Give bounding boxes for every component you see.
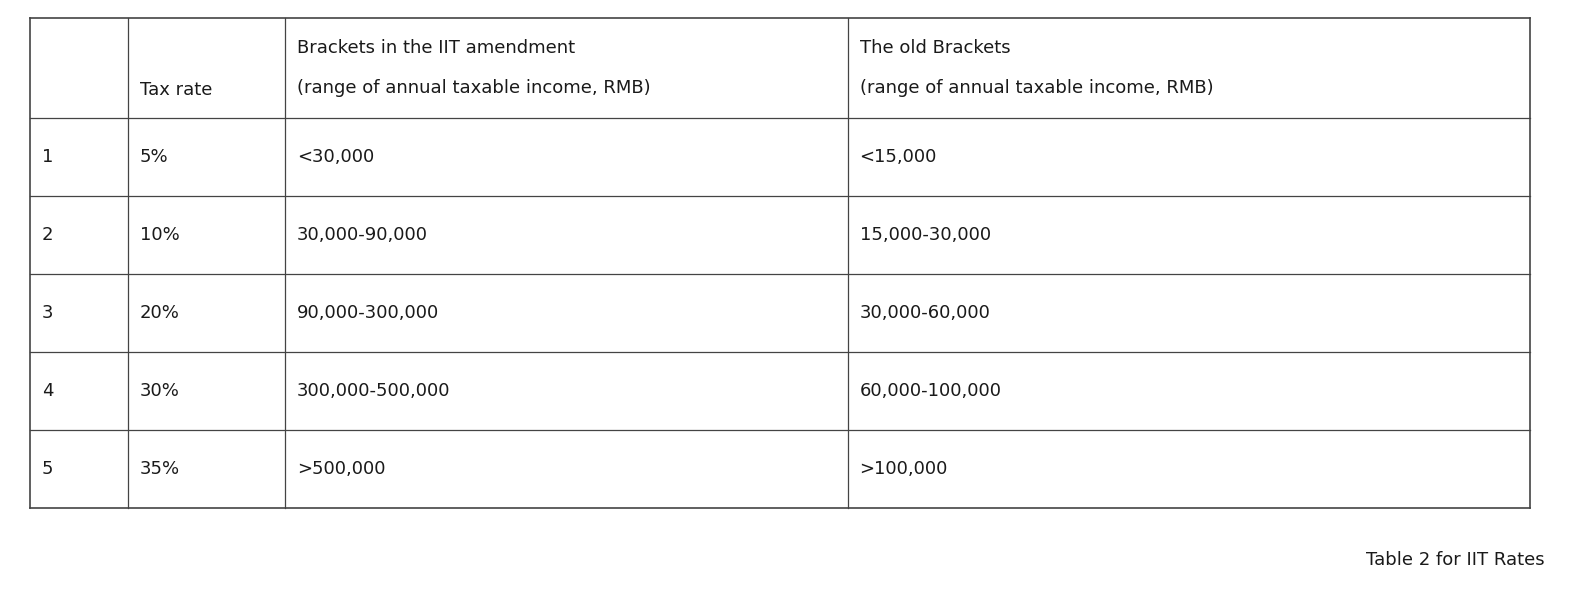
Text: (range of annual taxable income, RMB): (range of annual taxable income, RMB) [859, 79, 1214, 97]
Text: 35%: 35% [140, 460, 179, 478]
Text: 2: 2 [42, 226, 54, 244]
Text: Table 2 for IIT Rates: Table 2 for IIT Rates [1366, 551, 1546, 569]
Text: <30,000: <30,000 [297, 148, 375, 166]
Text: 1: 1 [42, 148, 54, 166]
Text: 30,000-90,000: 30,000-90,000 [297, 226, 428, 244]
Text: Tax rate: Tax rate [140, 81, 212, 99]
Text: 30%: 30% [140, 382, 179, 400]
Text: 20%: 20% [140, 304, 179, 322]
Text: Brackets in the IIT amendment: Brackets in the IIT amendment [297, 39, 575, 57]
Text: 60,000-100,000: 60,000-100,000 [859, 382, 1001, 400]
Text: 30,000-60,000: 30,000-60,000 [859, 304, 990, 322]
Text: 3: 3 [42, 304, 54, 322]
Text: <15,000: <15,000 [859, 148, 937, 166]
Text: 4: 4 [42, 382, 54, 400]
Text: The old Brackets: The old Brackets [859, 39, 1011, 57]
Text: 90,000-300,000: 90,000-300,000 [297, 304, 439, 322]
Text: >100,000: >100,000 [859, 460, 948, 478]
Text: 5%: 5% [140, 148, 168, 166]
Text: >500,000: >500,000 [297, 460, 386, 478]
Bar [30, 18, 1530, 508]
Text: 5: 5 [42, 460, 54, 478]
Text: 300,000-500,000: 300,000-500,000 [297, 382, 450, 400]
Text: 10%: 10% [140, 226, 179, 244]
Text: (range of annual taxable income, RMB): (range of annual taxable income, RMB) [297, 79, 650, 97]
Text: 15,000-30,000: 15,000-30,000 [859, 226, 990, 244]
